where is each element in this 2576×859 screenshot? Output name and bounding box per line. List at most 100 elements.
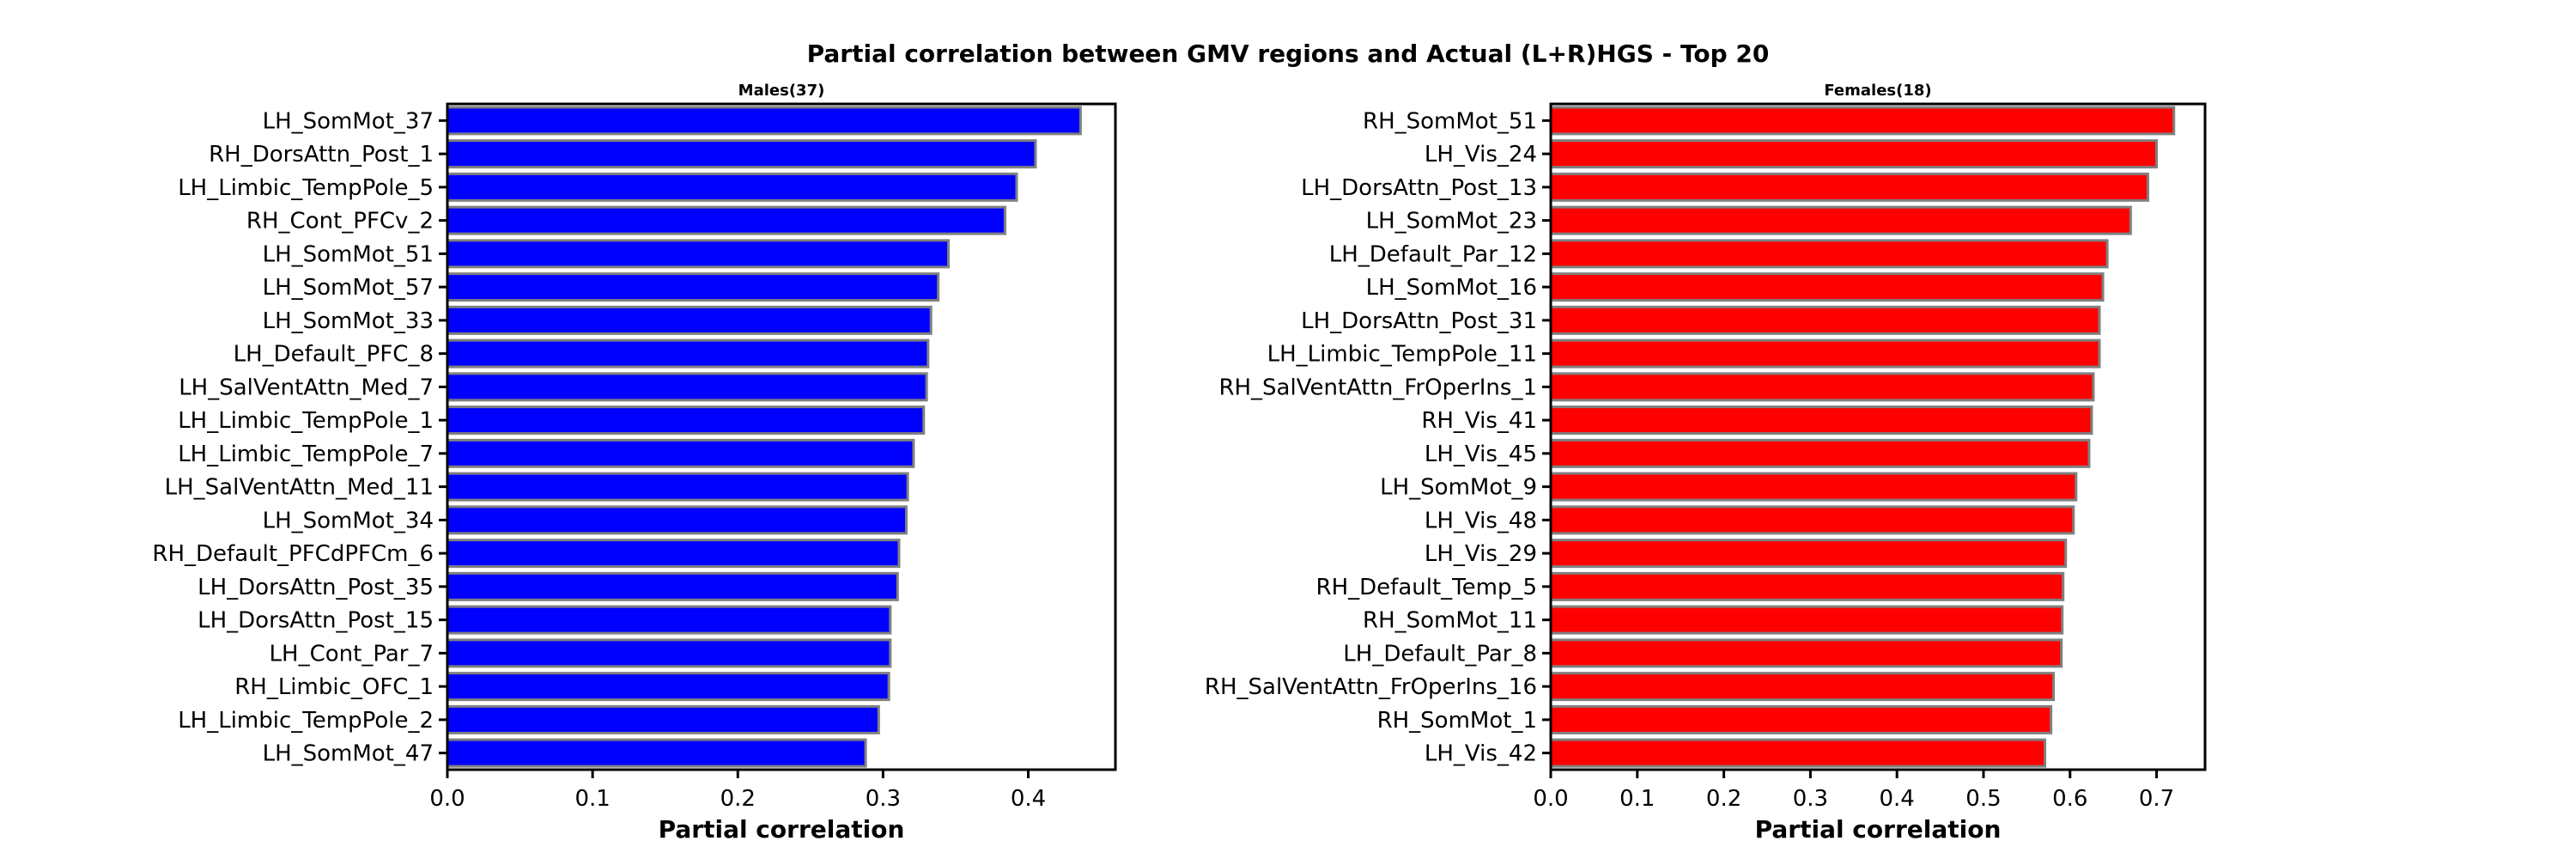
males-x-tick-label: 0.3 (866, 786, 901, 812)
females-category-labels: RH_SomMot_51 LH_Vis_24 LH_DorsAttn_Post_13… (1205, 108, 1551, 767)
females-bar (1549, 539, 2068, 569)
females-bar (1549, 638, 2063, 668)
males-bar (446, 272, 940, 302)
females-x-ticks: 0.0 0.1 0.2 0.3 0.4 0.5 0.6 0.7 (1533, 770, 2174, 812)
males-category-label: LH_Default_PFC_8 (234, 342, 434, 368)
females-category-label: RH_SomMot_1 (1377, 708, 1537, 734)
females-category-label: LH_SomMot_16 (1366, 275, 1537, 301)
males-bar (446, 405, 926, 436)
males-bar (446, 438, 915, 468)
females-category-label: LH_Vis_48 (1425, 508, 1537, 533)
males-bar (446, 472, 909, 502)
males-category-label: LH_Cont_Par_7 (270, 641, 434, 667)
males-panel: Males(37) LH_SomMot_37 RH_DorsAttn_Post_1… (152, 82, 1117, 844)
females-x-tick-label: 0.1 (1619, 786, 1655, 812)
males-bar (446, 505, 908, 535)
females-category-label: LH_DorsAttn_Post_13 (1301, 175, 1537, 201)
females-bar (1549, 139, 2159, 169)
females-category-label: LH_Vis_29 (1425, 541, 1537, 567)
females-category-label: RH_SalVentAttn_FrOperIns_1 (1218, 375, 1537, 400)
males-bar (446, 605, 892, 635)
males-bar (446, 704, 880, 734)
females-category-label: RH_SalVentAttn_FrOperIns_16 (1205, 674, 1537, 700)
females-x-tick-label: 0.3 (1793, 786, 1828, 812)
females-category-label: LH_SomMot_9 (1380, 475, 1537, 501)
males-category-label: LH_SomMot_33 (263, 308, 434, 334)
females-category-label: LH_Vis_24 (1425, 142, 1537, 168)
males-bar (446, 372, 928, 402)
females-category-label: LH_Vis_45 (1425, 442, 1537, 467)
males-x-tick-label: 0.4 (1011, 786, 1046, 812)
males-bars (446, 106, 1082, 768)
males-category-label: LH_SomMot_37 (263, 108, 434, 134)
males-bar (446, 106, 1082, 136)
males-category-label: LH_SomMot_57 (263, 275, 434, 301)
females-bar (1549, 172, 2149, 202)
females-bar (1549, 438, 2091, 468)
males-x-tick-label: 0.1 (574, 786, 610, 812)
males-panel-title: Males(37) (738, 82, 825, 100)
males-bar (446, 305, 933, 335)
females-panel: Females(18) RH_SomMot_51 LH_Vis_24 LH_Dors… (1205, 82, 2207, 844)
females-bar (1549, 571, 2065, 601)
males-category-label: RH_Default_PFCdPFCm_6 (152, 541, 434, 567)
females-x-tick-label: 0.0 (1533, 786, 1568, 812)
females-bar (1549, 605, 2064, 635)
females-x-tick-label: 0.2 (1706, 786, 1741, 812)
females-category-label: RH_SomMot_11 (1363, 608, 1537, 634)
females-category-label: LH_SomMot_23 (1366, 209, 1537, 235)
males-category-label: LH_Limbic_TempPole_7 (178, 442, 434, 467)
males-bar (446, 338, 930, 369)
males-category-label: LH_DorsAttn_Post_15 (197, 608, 434, 634)
females-bar (1549, 672, 2056, 702)
males-category-label: LH_SalVentAttn_Med_11 (165, 475, 434, 501)
females-bar (1549, 106, 2176, 136)
males-category-label: RH_Limbic_OFC_1 (234, 674, 434, 700)
females-x-tick-label: 0.4 (1879, 786, 1914, 812)
males-x-axis-label: Partial correlation (659, 815, 905, 844)
males-category-labels: LH_SomMot_37 RH_DorsAttn_Post_1 LH_Limbic_… (152, 108, 447, 767)
males-bar (446, 139, 1037, 169)
females-bars (1549, 106, 2176, 768)
females-bar (1549, 305, 2101, 335)
males-bar (446, 738, 867, 768)
figure-title: Partial correlation between GMV regions … (807, 40, 1770, 68)
females-category-label: RH_Default_Temp_5 (1316, 575, 1537, 600)
females-category-label: LH_Default_Par_8 (1343, 641, 1537, 667)
females-category-label: LH_Vis_42 (1425, 741, 1537, 767)
females-bar (1549, 738, 2047, 768)
males-category-label: LH_SalVentAttn_Med_7 (179, 375, 434, 400)
females-category-label: RH_SomMot_51 (1363, 108, 1537, 134)
males-bar (446, 571, 899, 601)
females-bar (1549, 338, 2101, 369)
females-plot-frame (1549, 102, 2207, 771)
males-category-label: LH_SomMot_51 (263, 241, 434, 267)
females-bar (1549, 205, 2132, 235)
females-bar (1549, 505, 2075, 535)
males-category-label: LH_SomMot_47 (263, 741, 434, 767)
females-category-label: LH_Limbic_TempPole_11 (1267, 342, 1537, 368)
males-x-tick-label: 0.0 (429, 786, 465, 812)
females-category-label: LH_DorsAttn_Post_31 (1301, 308, 1537, 334)
females-panel-title: Females(18) (1824, 82, 1931, 100)
females-category-label: LH_Default_Par_12 (1329, 241, 1537, 267)
males-x-ticks: 0.0 0.1 0.2 0.3 0.4 (429, 770, 1046, 812)
males-bar (446, 239, 950, 269)
females-bar (1549, 472, 2078, 502)
males-bar (446, 672, 890, 702)
males-plot-frame (446, 102, 1117, 771)
females-bar (1549, 704, 2053, 734)
females-bar (1549, 405, 2093, 436)
males-category-label: LH_Limbic_TempPole_5 (178, 175, 434, 201)
males-category-label: RH_DorsAttn_Post_1 (209, 142, 434, 168)
females-x-tick-label: 0.6 (2052, 786, 2087, 812)
males-bar (446, 172, 1018, 202)
males-category-label: LH_Limbic_TempPole_1 (178, 408, 434, 434)
females-bar (1549, 239, 2109, 269)
females-category-label: RH_Vis_41 (1421, 408, 1537, 434)
females-bar (1549, 372, 2095, 402)
females-x-tick-label: 0.7 (2139, 786, 2174, 812)
males-category-label: LH_SomMot_34 (263, 508, 434, 533)
males-category-label: LH_DorsAttn_Post_35 (197, 575, 434, 600)
